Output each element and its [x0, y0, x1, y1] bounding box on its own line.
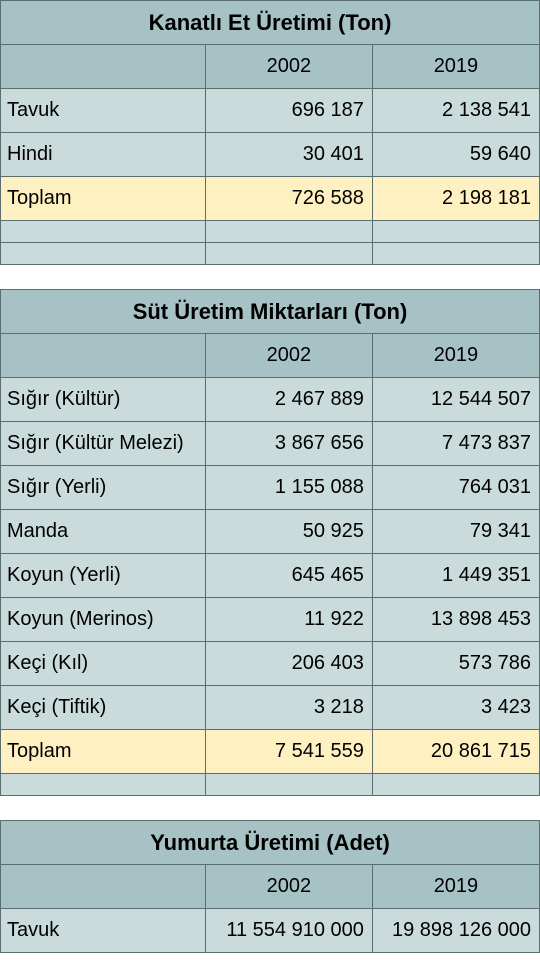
table1-header-year-b: 2019 [372, 45, 539, 89]
row-value-b: 12 544 507 [372, 378, 539, 422]
total-label: Toplam [1, 177, 206, 221]
row-value-b: 13 898 453 [372, 598, 539, 642]
empty-row [1, 221, 540, 243]
row-value-a: 3 218 [205, 686, 372, 730]
table-row: Sığır (Kültür) 2 467 889 12 544 507 [1, 378, 540, 422]
row-label: Keçi (Tiftik) [1, 686, 206, 730]
table2-total-row: Toplam 7 541 559 20 861 715 [1, 730, 540, 774]
table-row: Keçi (Kıl) 206 403 573 786 [1, 642, 540, 686]
table1-header-year-a: 2002 [205, 45, 372, 89]
row-label: Keçi (Kıl) [1, 642, 206, 686]
milk-production-table: Süt Üretim Miktarları (Ton) 2002 2019 Sı… [0, 289, 540, 796]
table-gap [0, 796, 540, 820]
table-gap [0, 265, 540, 289]
egg-production-table: Yumurta Üretimi (Adet) 2002 2019 Tavuk 1… [0, 820, 540, 953]
table1-title: Kanatlı Et Üretimi (Ton) [1, 1, 540, 45]
total-value-b: 2 198 181 [372, 177, 539, 221]
row-value-a: 50 925 [205, 510, 372, 554]
table-row: Koyun (Merinos) 11 922 13 898 453 [1, 598, 540, 642]
table2-header-blank [1, 334, 206, 378]
row-value-b: 79 341 [372, 510, 539, 554]
row-value-a: 1 155 088 [205, 466, 372, 510]
row-value-a: 3 867 656 [205, 422, 372, 466]
row-value-b: 1 449 351 [372, 554, 539, 598]
row-value-b: 19 898 126 000 [372, 909, 539, 953]
row-label: Hindi [1, 133, 206, 177]
row-value-b: 59 640 [372, 133, 539, 177]
row-label: Koyun (Yerli) [1, 554, 206, 598]
table-row: Hindi 30 401 59 640 [1, 133, 540, 177]
row-value-b: 573 786 [372, 642, 539, 686]
table3-header-blank [1, 865, 206, 909]
row-value-a: 2 467 889 [205, 378, 372, 422]
table3-title: Yumurta Üretimi (Adet) [1, 821, 540, 865]
table-row: Tavuk 696 187 2 138 541 [1, 89, 540, 133]
table-row: Keçi (Tiftik) 3 218 3 423 [1, 686, 540, 730]
row-label: Sığır (Kültür Melezi) [1, 422, 206, 466]
row-value-b: 7 473 837 [372, 422, 539, 466]
total-value-a: 726 588 [205, 177, 372, 221]
table2-header-year-b: 2019 [372, 334, 539, 378]
table1-header-blank [1, 45, 206, 89]
row-value-a: 11 554 910 000 [205, 909, 372, 953]
page-container: Kanatlı Et Üretimi (Ton) 2002 2019 Tavuk… [0, 0, 540, 953]
row-value-b: 2 138 541 [372, 89, 539, 133]
row-label: Manda [1, 510, 206, 554]
total-label: Toplam [1, 730, 206, 774]
row-value-a: 206 403 [205, 642, 372, 686]
table-row: Manda 50 925 79 341 [1, 510, 540, 554]
row-value-a: 696 187 [205, 89, 372, 133]
row-label: Tavuk [1, 909, 206, 953]
row-value-a: 645 465 [205, 554, 372, 598]
row-label: Koyun (Merinos) [1, 598, 206, 642]
total-value-a: 7 541 559 [205, 730, 372, 774]
row-label: Sığır (Yerli) [1, 466, 206, 510]
table2-title: Süt Üretim Miktarları (Ton) [1, 290, 540, 334]
empty-row [1, 774, 540, 796]
row-value-b: 3 423 [372, 686, 539, 730]
table-row: Sığır (Kültür Melezi) 3 867 656 7 473 83… [1, 422, 540, 466]
table3-header-year-b: 2019 [372, 865, 539, 909]
table-row: Tavuk 11 554 910 000 19 898 126 000 [1, 909, 540, 953]
row-value-b: 764 031 [372, 466, 539, 510]
table-row: Sığır (Yerli) 1 155 088 764 031 [1, 466, 540, 510]
row-value-a: 11 922 [205, 598, 372, 642]
row-value-a: 30 401 [205, 133, 372, 177]
table3-header-year-a: 2002 [205, 865, 372, 909]
empty-row [1, 243, 540, 265]
row-label: Sığır (Kültür) [1, 378, 206, 422]
poultry-meat-table: Kanatlı Et Üretimi (Ton) 2002 2019 Tavuk… [0, 0, 540, 265]
table1-total-row: Toplam 726 588 2 198 181 [1, 177, 540, 221]
total-value-b: 20 861 715 [372, 730, 539, 774]
row-label: Tavuk [1, 89, 206, 133]
table2-header-year-a: 2002 [205, 334, 372, 378]
table-row: Koyun (Yerli) 645 465 1 449 351 [1, 554, 540, 598]
